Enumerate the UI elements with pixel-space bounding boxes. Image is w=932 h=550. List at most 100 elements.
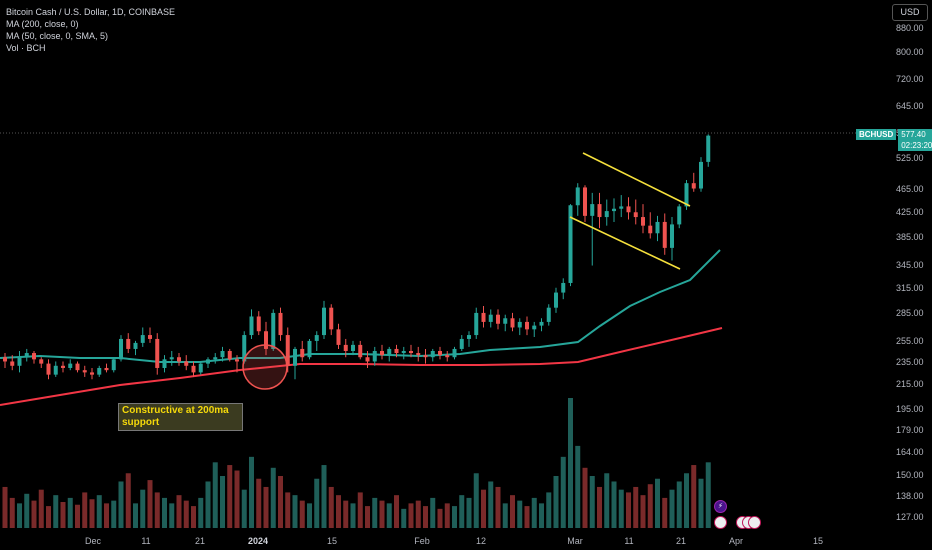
volume-bar <box>647 484 653 528</box>
candle-body <box>104 367 109 371</box>
volume-bar <box>568 398 573 528</box>
volume-bar <box>191 506 196 528</box>
price-tick-label: 235.00 <box>896 356 924 367</box>
support-highlight-circle <box>242 344 288 390</box>
volume-bar <box>328 486 334 528</box>
price-tick-label: 127.00 <box>896 512 924 522</box>
candle-body <box>561 282 566 293</box>
volume-bar <box>147 480 153 528</box>
volume-bar <box>53 495 59 528</box>
volume-bar <box>408 503 414 528</box>
candle-body <box>198 363 203 373</box>
last-price-tag: BCHUSD 577.40 02:23:20 <box>856 129 932 151</box>
legend-ma200: MA (200, close, 0) <box>6 19 79 29</box>
volume-bar <box>452 506 457 528</box>
candle-body <box>82 370 87 373</box>
us-flag-icon[interactable] <box>748 516 761 529</box>
price-tick-label: 385.00 <box>896 231 924 242</box>
support-annotation[interactable]: Constructive at 200ma support <box>118 403 243 431</box>
price-tick-label: 465.00 <box>896 184 924 195</box>
candle-body <box>17 357 22 366</box>
volume-bar <box>611 481 617 528</box>
volume-bar <box>234 470 240 528</box>
volume-bar <box>357 492 363 528</box>
volume-bar <box>444 503 450 528</box>
volume-bar <box>220 476 225 528</box>
volume-bars <box>2 398 711 528</box>
volume-bar <box>597 486 602 528</box>
time-tick-label: Mar <box>567 536 583 546</box>
volume-bar <box>176 495 182 528</box>
candle-body <box>271 312 276 349</box>
volume-bar <box>379 500 385 528</box>
price-tick-label: 525.00 <box>896 153 924 164</box>
candle-body <box>90 372 94 375</box>
candle-body <box>452 348 457 358</box>
volume-bar <box>510 495 515 528</box>
price-tick-label: 345.00 <box>896 259 924 270</box>
candle-body <box>220 350 225 358</box>
candle-body <box>510 318 515 328</box>
volume-bar <box>546 492 552 528</box>
volume-bar <box>307 503 312 528</box>
currency-button[interactable]: USD <box>892 4 928 21</box>
candle-body <box>278 312 283 336</box>
candle-body <box>322 307 326 336</box>
legend-volume: Vol · BCH <box>6 43 46 53</box>
candle-body <box>568 205 573 283</box>
time-tick-label: 11 <box>624 536 634 546</box>
volume-bar <box>75 504 80 528</box>
volume-bar <box>299 500 305 528</box>
price-tick-label: 315.00 <box>896 282 924 293</box>
candle-body <box>177 357 181 362</box>
volume-bar <box>560 456 566 528</box>
time-tick-label: 11 <box>141 536 151 546</box>
volume-bar <box>162 497 167 528</box>
candle-body <box>351 344 355 351</box>
volume-bar <box>575 445 581 528</box>
volume-bar <box>104 503 109 528</box>
lightning-event-icon[interactable]: ⚡ <box>714 500 727 513</box>
channel-upper-line <box>582 152 691 207</box>
candle-body <box>677 206 682 225</box>
volume-bar <box>96 495 102 528</box>
volume-bar <box>676 481 682 528</box>
candle-body <box>445 355 450 358</box>
candle-body <box>670 224 674 248</box>
volume-bar <box>343 500 349 528</box>
candle-body <box>539 321 544 326</box>
time-tick-label: 21 <box>675 536 687 546</box>
volume-bar <box>67 497 73 528</box>
candle-body <box>264 331 268 349</box>
candle-body <box>546 307 551 322</box>
candle-body <box>503 318 508 324</box>
price-tick-label: 645.00 <box>896 101 924 112</box>
volume-bar <box>82 492 88 528</box>
volume-bar <box>89 499 95 528</box>
candle-body <box>119 338 123 360</box>
volume-bar <box>133 503 138 528</box>
candle-body <box>140 335 145 343</box>
volume-bar <box>140 489 146 528</box>
volume-bar <box>24 493 30 528</box>
volume-bar <box>241 489 247 528</box>
volume-bar <box>227 465 233 528</box>
candle-body <box>242 335 247 362</box>
candle-body <box>467 335 471 339</box>
volume-bar <box>46 506 51 528</box>
us-flag-icon[interactable] <box>714 516 727 529</box>
candle-body <box>365 357 370 362</box>
volume-bar <box>459 495 465 528</box>
volume-bar <box>655 478 660 528</box>
candle-body <box>336 329 341 345</box>
volume-bar <box>626 492 631 528</box>
candle-body <box>293 348 297 366</box>
price-tick-label: 138.00 <box>896 491 924 502</box>
candle-body <box>46 363 51 375</box>
volume-bar <box>698 478 704 528</box>
volume-bar <box>589 476 595 528</box>
volume-bar <box>401 508 407 528</box>
candle-body <box>401 350 406 354</box>
candle-body <box>423 355 428 358</box>
